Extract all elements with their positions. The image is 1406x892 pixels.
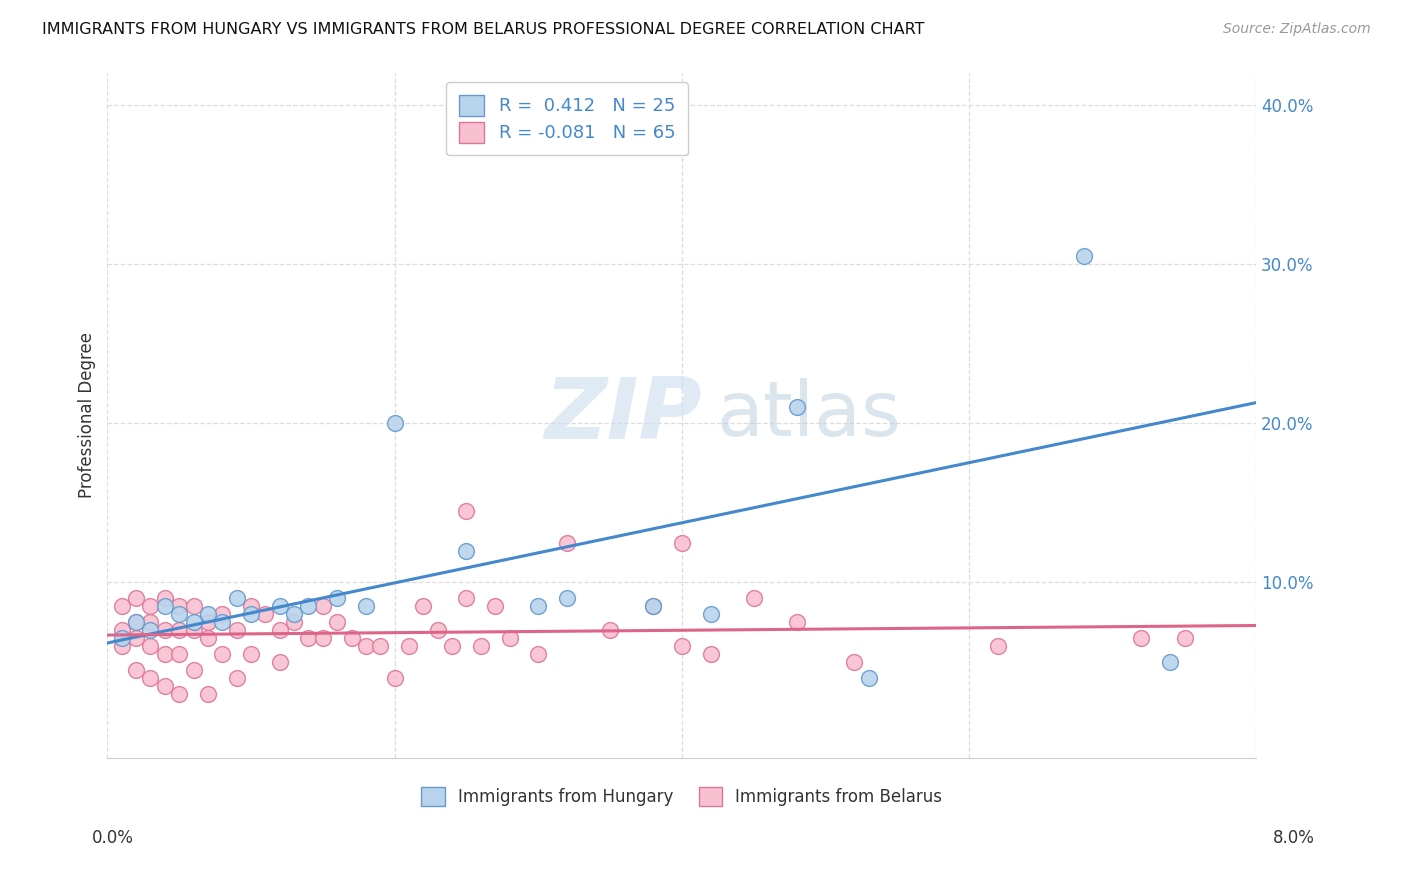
Point	[555, 535, 578, 549]
Text: ZIP: ZIP	[544, 374, 702, 457]
Y-axis label: Professional Degree: Professional Degree	[79, 333, 96, 499]
Point	[354, 639, 377, 653]
Point	[368, 639, 391, 653]
Point	[786, 615, 808, 630]
Point	[197, 631, 219, 645]
Point	[456, 591, 478, 606]
Legend: Immigrants from Hungary, Immigrants from Belarus: Immigrants from Hungary, Immigrants from…	[413, 779, 950, 814]
Text: Source: ZipAtlas.com: Source: ZipAtlas.com	[1223, 22, 1371, 37]
Point	[1130, 631, 1153, 645]
Point	[555, 591, 578, 606]
Point	[125, 663, 148, 677]
Point	[111, 639, 134, 653]
Point	[441, 639, 464, 653]
Point	[643, 599, 665, 614]
Point	[1073, 249, 1095, 263]
Point	[139, 639, 162, 653]
Point	[527, 647, 550, 661]
Point	[125, 615, 148, 630]
Point	[312, 599, 335, 614]
Point	[297, 599, 319, 614]
Point	[153, 679, 176, 693]
Point	[167, 647, 190, 661]
Point	[167, 687, 190, 701]
Point	[312, 631, 335, 645]
Point	[111, 631, 134, 645]
Point	[858, 671, 880, 685]
Point	[269, 655, 291, 669]
Point	[671, 639, 693, 653]
Point	[153, 647, 176, 661]
Point	[153, 591, 176, 606]
Point	[354, 599, 377, 614]
Point	[183, 663, 205, 677]
Point	[742, 591, 765, 606]
Point	[225, 671, 247, 685]
Point	[139, 615, 162, 630]
Point	[326, 591, 349, 606]
Point	[153, 599, 176, 614]
Point	[197, 687, 219, 701]
Point	[283, 615, 305, 630]
Point	[527, 599, 550, 614]
Point	[384, 417, 406, 431]
Text: atlas: atlas	[716, 378, 901, 452]
Point	[456, 543, 478, 558]
Point	[269, 624, 291, 638]
Point	[167, 624, 190, 638]
Point	[111, 624, 134, 638]
Point	[183, 599, 205, 614]
Point	[1159, 655, 1181, 669]
Point	[139, 599, 162, 614]
Point	[240, 647, 263, 661]
Point	[211, 607, 233, 622]
Point	[498, 631, 520, 645]
Point	[167, 607, 190, 622]
Point	[254, 607, 277, 622]
Point	[125, 631, 148, 645]
Point	[211, 647, 233, 661]
Point	[643, 599, 665, 614]
Point	[326, 615, 349, 630]
Text: IMMIGRANTS FROM HUNGARY VS IMMIGRANTS FROM BELARUS PROFESSIONAL DEGREE CORRELATI: IMMIGRANTS FROM HUNGARY VS IMMIGRANTS FR…	[42, 22, 925, 37]
Point	[197, 607, 219, 622]
Point	[225, 591, 247, 606]
Point	[269, 599, 291, 614]
Text: 0.0%: 0.0%	[91, 829, 134, 847]
Point	[398, 639, 420, 653]
Point	[283, 607, 305, 622]
Point	[139, 624, 162, 638]
Point	[167, 599, 190, 614]
Point	[412, 599, 434, 614]
Point	[1173, 631, 1195, 645]
Point	[197, 615, 219, 630]
Point	[240, 599, 263, 614]
Point	[183, 615, 205, 630]
Point	[699, 647, 721, 661]
Point	[384, 671, 406, 685]
Point	[125, 591, 148, 606]
Point	[297, 631, 319, 645]
Point	[183, 624, 205, 638]
Point	[340, 631, 363, 645]
Point	[211, 615, 233, 630]
Point	[699, 607, 721, 622]
Text: 8.0%: 8.0%	[1272, 829, 1315, 847]
Point	[470, 639, 492, 653]
Point	[786, 401, 808, 415]
Point	[671, 535, 693, 549]
Point	[844, 655, 866, 669]
Point	[987, 639, 1010, 653]
Point	[225, 624, 247, 638]
Point	[111, 599, 134, 614]
Point	[426, 624, 449, 638]
Point	[456, 504, 478, 518]
Point	[240, 607, 263, 622]
Point	[484, 599, 506, 614]
Point	[125, 615, 148, 630]
Point	[139, 671, 162, 685]
Point	[599, 624, 621, 638]
Point	[153, 624, 176, 638]
